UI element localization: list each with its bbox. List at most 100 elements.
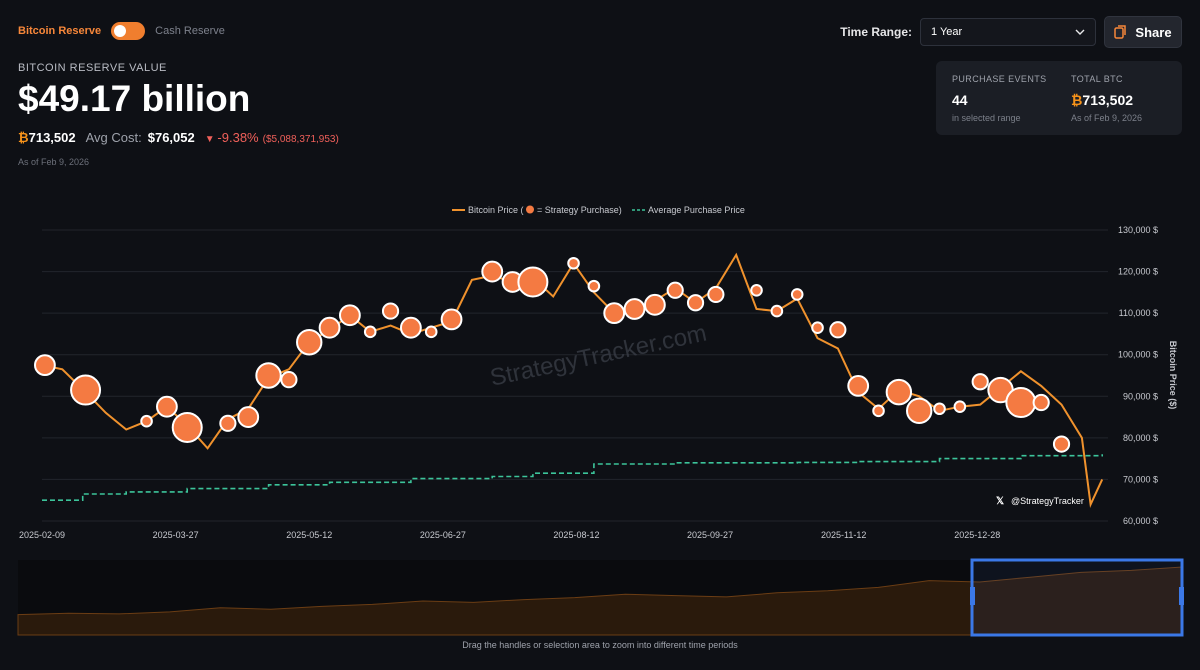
bitcoin-symbol-icon: ₿	[1071, 92, 1083, 108]
range-navigator[interactable]	[17, 558, 1184, 637]
y-tick-label: 130,000 $	[1118, 225, 1158, 235]
purchase-marker	[70, 374, 102, 406]
purchase-marker	[338, 304, 361, 327]
purchase-marker	[790, 288, 804, 301]
purchase-marker	[280, 371, 298, 389]
y-axis-title: Bitcoin Price ($)	[1168, 341, 1178, 410]
purchase-marker	[1032, 393, 1050, 412]
share-button[interactable]: Share	[1104, 16, 1182, 48]
x-tick-label: 2025-05-12	[286, 530, 332, 540]
purchase-marker	[643, 293, 666, 316]
purchase-marker	[381, 302, 400, 320]
change-percent-value: -9.38%	[217, 130, 259, 145]
purchase-marker	[623, 298, 646, 320]
toggle-knob	[114, 25, 127, 37]
purchase-marker	[255, 362, 282, 389]
y-tick-label: 90,000 $	[1123, 391, 1158, 401]
purchase-marker	[933, 402, 946, 416]
purchase-marker	[750, 283, 763, 297]
y-tick-label: 80,000 $	[1123, 433, 1158, 443]
purchase-marker	[34, 354, 56, 377]
purchase-marker	[219, 414, 237, 432]
purchase-marker	[847, 374, 870, 397]
strategy-purchase-markers	[34, 256, 1071, 453]
purchase-marker	[885, 378, 913, 406]
avg-cost-label: Avg Cost:	[85, 130, 142, 145]
legend-price-label: Bitcoin Price (	[468, 205, 524, 215]
purchase-marker	[318, 316, 341, 339]
change-absolute: ($5,088,371,953)	[262, 134, 339, 145]
purchase-marker	[811, 321, 824, 334]
bitcoin-price-line	[41, 252, 1104, 508]
x-tick-label: 2025-08-12	[553, 530, 599, 540]
y-tick-label: 100,000 $	[1118, 350, 1158, 360]
chart-grid	[42, 229, 1108, 522]
purchase-marker	[905, 397, 933, 425]
purchase-marker	[481, 260, 504, 283]
reserve-toggle-bar: Bitcoin Reserve Cash Reserve	[18, 22, 225, 40]
twitter-handle: @StrategyTracker	[1011, 496, 1084, 506]
purchase-marker	[707, 285, 725, 304]
purchase-marker	[155, 395, 178, 418]
x-tick-label: 2025-12-28	[954, 530, 1000, 540]
reserve-value: $49.17 billion	[18, 78, 251, 119]
change-percent: ▼ -9.38%	[205, 130, 259, 145]
legend-avg-label: Average Purchase Price	[648, 205, 745, 215]
chevron-down-icon	[1075, 29, 1085, 35]
purchase-marker	[567, 256, 580, 270]
handle-badge: 𝕏 @StrategyTracker	[996, 496, 1084, 507]
zoom-hint: Drag the handles or selection area to zo…	[462, 640, 738, 650]
chart-legend: Bitcoin Price ( = Strategy Purchase) Ave…	[452, 205, 745, 215]
y-tick-label: 60,000 $	[1123, 516, 1158, 526]
purchase-marker	[363, 325, 377, 339]
copy-icon	[1114, 25, 1127, 39]
purchase-events-stat: PURCHASE EVENTS 44 in selected range	[952, 74, 1047, 123]
navigator-right-handle[interactable]	[1179, 587, 1184, 605]
time-range-value: 1 Year	[931, 26, 963, 38]
navigator-left-handle[interactable]	[970, 587, 975, 605]
purchase-marker	[686, 294, 705, 312]
triangle-down-icon: ▼	[204, 134, 218, 145]
stats-card: PURCHASE EVENTS 44 in selected range TOT…	[936, 61, 1182, 135]
reserve-toggle-switch[interactable]	[111, 22, 146, 40]
x-logo-icon: 𝕏	[996, 496, 1004, 507]
y-axis-ticks: 60,000 $ 70,000 $ 80,000 $ 90,000 $ 100,000 …	[1118, 225, 1158, 526]
x-tick-label: 2025-03-27	[153, 530, 199, 540]
purchase-marker	[971, 373, 989, 391]
purchase-events-sub: in selected range	[952, 113, 1021, 123]
legend-purchase-label: = Strategy Purchase)	[537, 205, 622, 215]
purchase-marker	[424, 325, 438, 339]
total-btc-sub: As of Feb 9, 2026	[1071, 113, 1143, 123]
purchase-marker	[399, 316, 422, 339]
x-tick-label: 2025-09-27	[687, 530, 733, 540]
purchase-marker	[603, 302, 626, 325]
bitcoin-reserve-label[interactable]: Bitcoin Reserve	[18, 25, 102, 37]
purchase-events-title: PURCHASE EVENTS	[952, 74, 1047, 84]
x-axis-ticks: 2025-02-09 2025-03-27 2025-05-12 2025-06-27…	[19, 530, 1000, 540]
purchase-marker	[171, 411, 203, 443]
reserve-value-label: BITCOIN RESERVE VALUE	[18, 62, 167, 74]
y-tick-label: 70,000 $	[1123, 474, 1158, 484]
price-chart[interactable]: 60,000 $ 70,000 $ 80,000 $ 90,000 $ 100,000 …	[0, 195, 1200, 640]
reserve-summary: ₿713,502 Avg Cost: $76,052 ▼ -9.38% ($5,…	[18, 130, 339, 145]
cash-reserve-label[interactable]: Cash Reserve	[155, 25, 225, 37]
total-btc-value: 713,502	[1082, 92, 1134, 108]
x-tick-label: 2025-11-12	[821, 530, 866, 540]
navigator-selection[interactable]	[970, 558, 1184, 637]
bitcoin-symbol-icon: ₿	[18, 130, 29, 145]
time-range-controls: Time Range: 1 Year Share	[840, 16, 1182, 48]
purchase-marker	[872, 404, 885, 418]
purchase-marker	[587, 279, 601, 293]
time-range-label: Time Range:	[840, 25, 912, 39]
btc-amount: 713,502	[28, 130, 76, 145]
navigator-area	[17, 566, 1183, 636]
avg-cost-value: $76,052	[147, 130, 195, 145]
y-tick-label: 110,000 $	[1119, 308, 1158, 318]
purchase-marker	[953, 400, 967, 413]
share-label: Share	[1135, 24, 1172, 40]
purchase-marker	[666, 281, 684, 299]
time-range-select[interactable]: 1 Year	[920, 18, 1096, 46]
average-purchase-price-line	[42, 454, 1103, 501]
legend-purchase-dot	[526, 205, 534, 214]
purchase-marker	[296, 329, 323, 356]
